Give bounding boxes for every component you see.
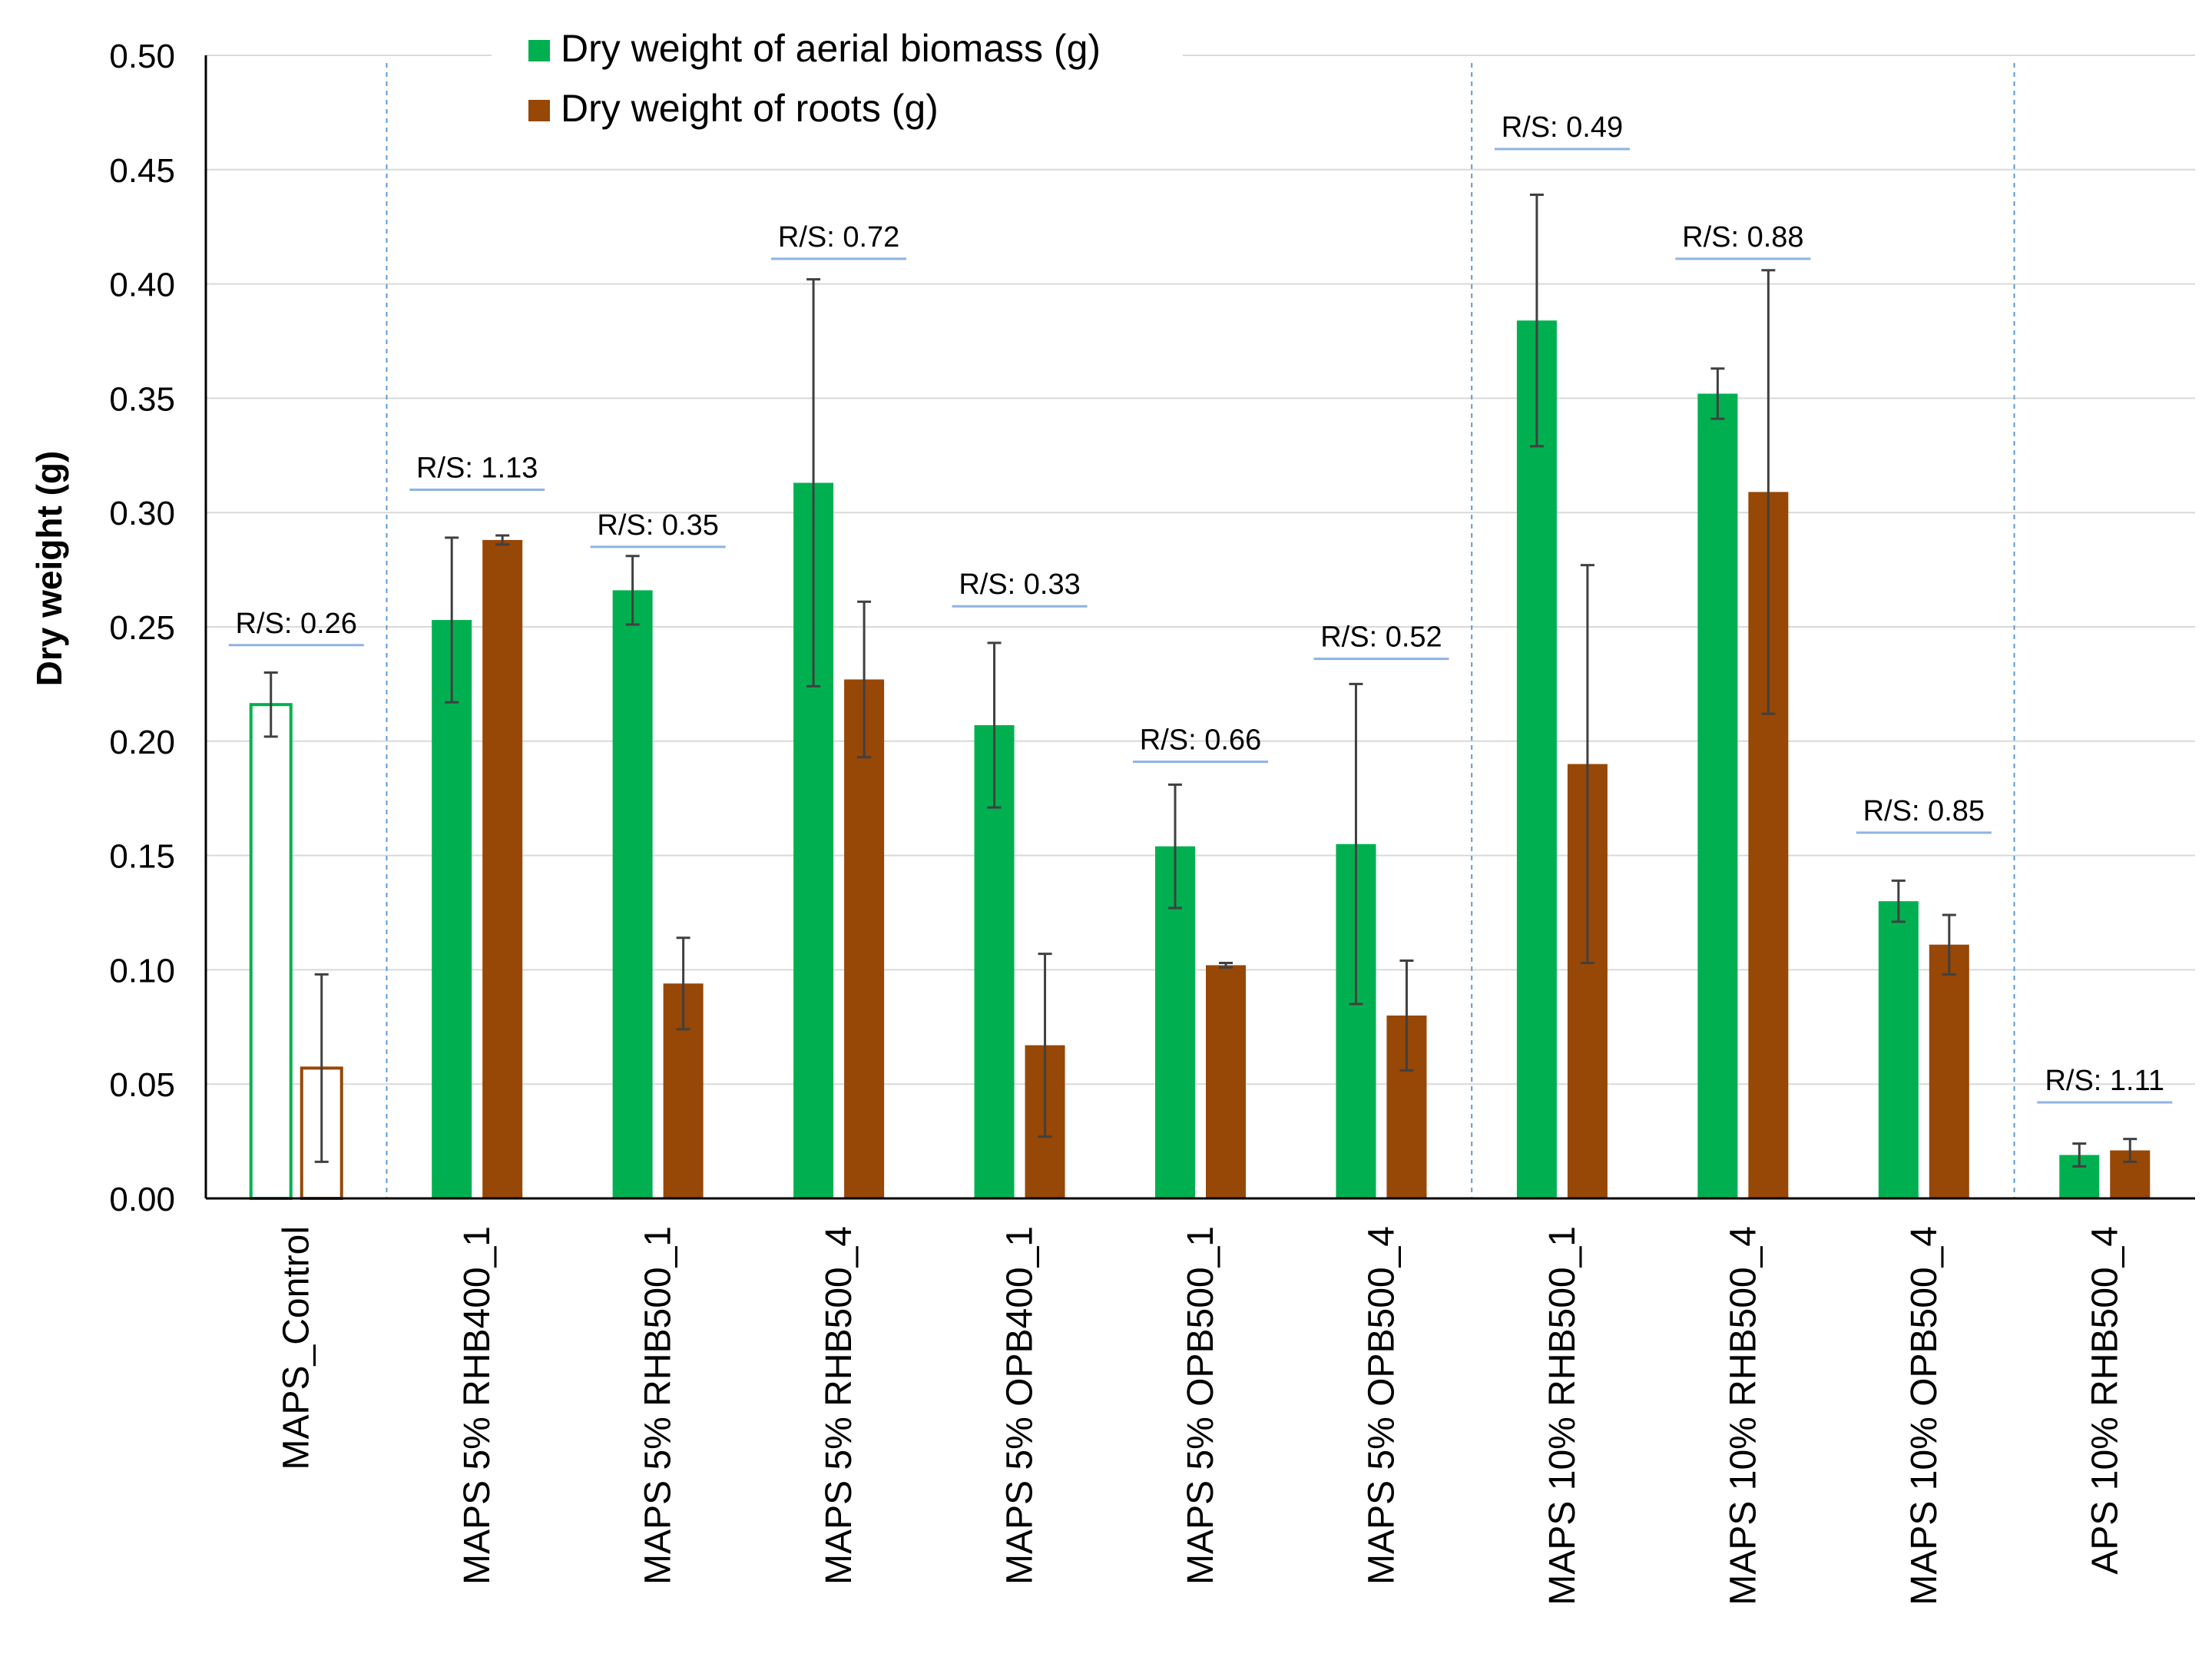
x-category-label: MAPS 5% OPB500_1 [1181,1226,1221,1585]
x-category-label: MAPS 5% OPB500_4 [1361,1226,1402,1585]
rs-label: R/S: 0.35 [597,509,718,542]
rs-label: R/S: 0.85 [1863,795,1985,827]
rs-label: R/S: 0.33 [959,568,1080,601]
y-tick-label: 0.05 [109,1066,175,1104]
rs-label: R/S: 1.13 [416,452,538,484]
bar-roots [1929,944,1969,1198]
bar-aerial [1697,393,1738,1198]
y-tick-label: 0.15 [109,838,175,876]
y-axis-title: Dry weight (g) [29,451,69,687]
y-tick-label: 0.20 [109,724,175,761]
bar-aerial [249,703,293,1200]
y-tick-label: 0.00 [109,1181,175,1218]
bar-aerial [612,590,653,1198]
legend-background [492,23,1183,146]
rs-label: R/S: 0.66 [1140,724,1261,757]
legend-label-aerial: Dry weight of aerial biomass (g) [561,27,1101,70]
y-tick-label: 0.25 [109,609,175,647]
legend: Dry weight of aerial biomass (g) Dry wei… [492,23,1183,146]
bar-roots [844,679,885,1198]
x-category-label: APS 10% RHB500_4 [2085,1226,2125,1575]
rs-annotations: R/S: 0.26 R/S: 1.13 R/S: 0.35 R/S: 0.72 R/S:… [228,111,2173,1104]
axes [204,55,2195,1200]
x-category-label: MAPS 5% RHB500_1 [638,1226,679,1585]
y-tick-label: 0.40 [109,267,175,304]
rs-label: R/S: 0.49 [1502,111,1623,144]
rs-label: R/S: 0.52 [1320,621,1442,654]
legend-swatch-roots [528,100,550,121]
rs-label: R/S: 0.88 [1682,221,1803,254]
y-tick-label: 0.30 [109,495,175,532]
rs-label: R/S: 1.11 [2045,1065,2164,1097]
x-category-label: MAPS 10% RHB500_4 [1723,1226,1763,1606]
y-tick-label: 0.45 [109,152,175,190]
rs-label: R/S: 0.72 [778,221,899,254]
y-tick-label: 0.50 [109,38,175,75]
x-category-label: MAPS 5% OPB400_1 [1000,1226,1041,1585]
x-category-label: MAPS 5% RHB500_4 [819,1226,859,1585]
bar-aerial [432,620,472,1198]
legend-swatch-aerial [528,40,550,61]
bar-aerial [1516,320,1557,1198]
x-category-label: MAPS 5% RHB400_1 [457,1226,498,1585]
x-category-label: MAPS 10% OPB500_4 [1904,1226,1945,1606]
x-category-label: MAPS_Control [276,1226,317,1470]
x-category-label: MAPS 10% RHB500_1 [1542,1226,1583,1606]
y-tick-label: 0.35 [109,380,175,418]
gridlines [206,55,2195,1085]
legend-label-roots: Dry weight of roots (g) [561,87,939,130]
rs-label: R/S: 0.26 [236,608,357,640]
y-tick-label: 0.10 [109,952,175,989]
tick-labels: 0.00 0.05 0.10 0.15 0.20 0.25 0.30 0.35 0.40 0.45… [109,38,2125,1606]
error-bars [263,194,2137,1168]
bar-aerial [1878,901,1919,1198]
bar-roots [1206,965,1246,1198]
bar-roots [482,539,523,1198]
